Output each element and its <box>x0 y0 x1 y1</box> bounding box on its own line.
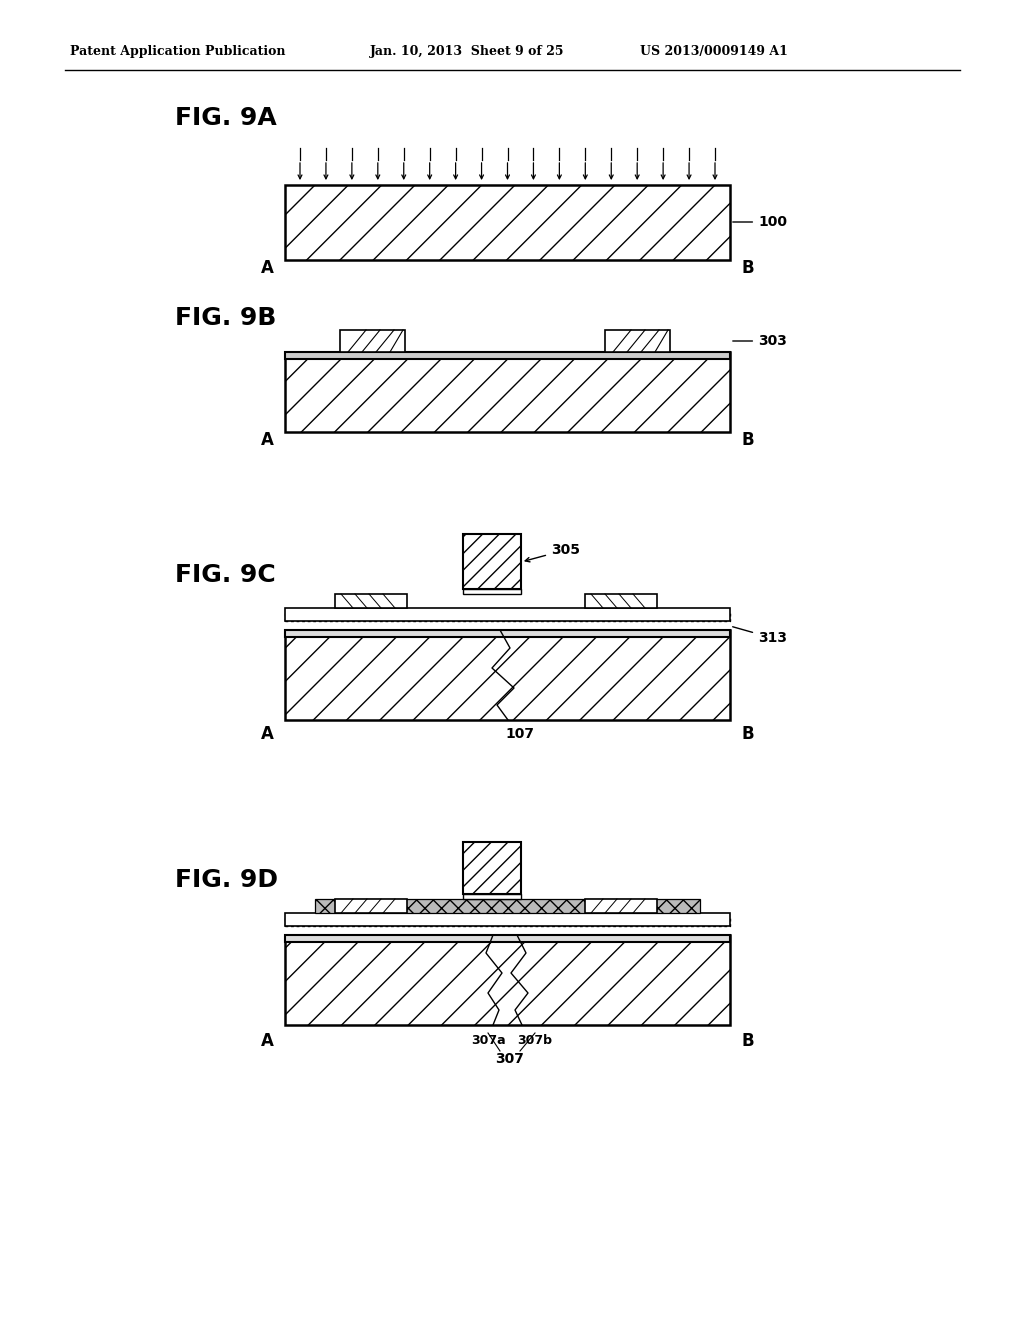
Bar <box>285 609 730 620</box>
Text: 313: 313 <box>733 627 787 645</box>
Bar <box>335 594 407 609</box>
Bar <box>285 913 730 927</box>
Text: Jan. 10, 2013  Sheet 9 of 25: Jan. 10, 2013 Sheet 9 of 25 <box>370 45 564 58</box>
Bar <box>315 899 700 913</box>
Bar <box>285 917 730 927</box>
Bar <box>285 935 730 1026</box>
Text: 303: 303 <box>733 334 786 348</box>
Bar <box>285 612 730 620</box>
Text: B: B <box>741 259 755 277</box>
Bar <box>605 330 670 352</box>
Text: FIG. 9A: FIG. 9A <box>175 106 276 129</box>
Text: 307a: 307a <box>471 1035 505 1048</box>
Bar <box>285 352 730 432</box>
Text: 307: 307 <box>496 1052 524 1067</box>
Text: B: B <box>741 725 755 743</box>
Bar <box>463 535 521 589</box>
Text: 307b: 307b <box>517 1035 553 1048</box>
Text: FIG. 9B: FIG. 9B <box>175 306 276 330</box>
Text: B: B <box>741 432 755 449</box>
Text: A: A <box>260 1032 273 1049</box>
Text: US 2013/0009149 A1: US 2013/0009149 A1 <box>640 45 787 58</box>
Bar <box>285 185 730 260</box>
Text: A: A <box>260 432 273 449</box>
Text: B: B <box>741 1032 755 1049</box>
Bar <box>340 330 406 352</box>
Bar <box>463 842 521 894</box>
Bar <box>585 899 657 913</box>
Bar <box>285 630 730 638</box>
Bar <box>285 352 730 359</box>
Bar <box>463 894 521 899</box>
Bar <box>335 899 407 913</box>
Bar <box>585 594 657 609</box>
Bar <box>285 935 730 942</box>
Text: 107: 107 <box>506 727 535 741</box>
Text: Patent Application Publication: Patent Application Publication <box>70 45 286 58</box>
Text: 100: 100 <box>733 215 787 228</box>
Text: 305: 305 <box>525 543 580 562</box>
Bar <box>285 630 730 719</box>
Text: A: A <box>260 725 273 743</box>
Text: FIG. 9D: FIG. 9D <box>175 869 278 892</box>
Bar <box>463 589 521 594</box>
Text: A: A <box>260 259 273 277</box>
Text: FIG. 9C: FIG. 9C <box>175 564 275 587</box>
